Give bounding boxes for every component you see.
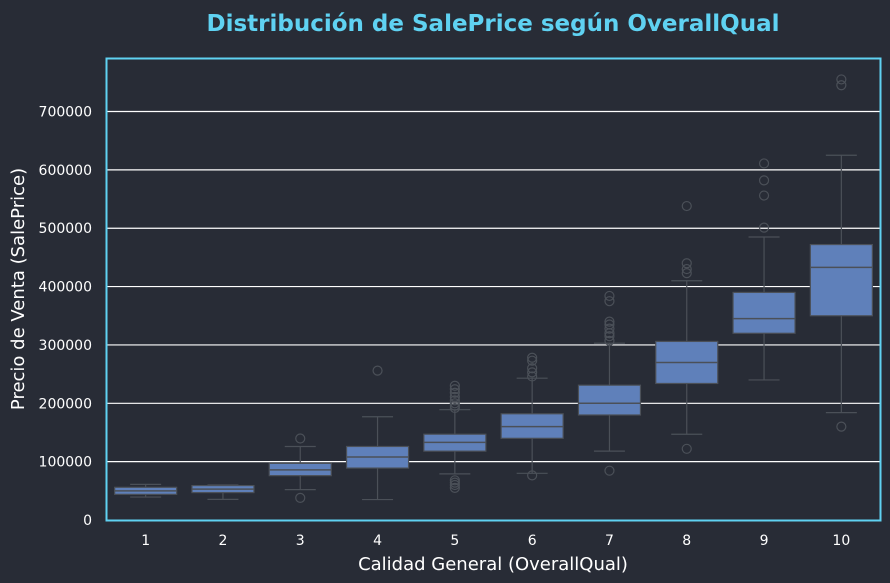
outlier-point (449, 475, 460, 486)
box-group (577, 290, 642, 476)
outlier-point (758, 222, 770, 233)
y-tick-label: 100000 (39, 455, 92, 471)
outlier-point (604, 323, 615, 334)
box-group (655, 200, 719, 454)
outlier-point (604, 290, 615, 302)
outlier-point (681, 200, 692, 212)
outlier-point (527, 371, 538, 382)
x-tick-label: 10 (832, 533, 850, 549)
outlier-point (449, 391, 460, 402)
outlier-point (758, 190, 770, 201)
x-tick-label: 9 (760, 533, 769, 549)
outlier-point (604, 319, 615, 330)
x-tick-label: 4 (373, 533, 382, 549)
box-group (809, 74, 873, 432)
outlier-point (527, 352, 538, 363)
outlier-point (604, 335, 615, 346)
outlier-point (758, 175, 770, 186)
outlier-point (604, 331, 615, 342)
outlier-point (449, 482, 460, 494)
outlier-point (449, 384, 460, 395)
box-series (114, 74, 873, 503)
outlier-point (527, 355, 538, 366)
box-group (423, 380, 487, 494)
box-group (732, 158, 796, 381)
y-tick-label: 700000 (39, 105, 92, 121)
x-axis-label: Calidad General (OverallQual) (358, 554, 628, 575)
outlier-point (836, 80, 847, 91)
outlier-point (372, 365, 383, 376)
chart-title: Distribución de SalePrice según OverallQ… (206, 11, 779, 37)
y-axis-ticks: 0 100000 200000 300000 400000 500000 600000 700… (39, 105, 92, 529)
outlier-point (681, 263, 692, 275)
outlier-point (836, 421, 847, 432)
x-tick-label: 3 (296, 533, 305, 549)
outlier-point (681, 258, 692, 269)
outlier-point (836, 74, 847, 85)
outlier-point (527, 363, 538, 374)
outlier-point (527, 367, 538, 378)
outlier-point (449, 395, 460, 406)
x-axis-ticks: 1 2 3 4 5 6 7 8 9 10 (141, 533, 850, 549)
box-group (191, 484, 255, 501)
y-tick-label: 500000 (39, 221, 92, 237)
outlier-point (527, 470, 538, 481)
box-group (114, 483, 178, 498)
x-tick-label: 5 (450, 533, 459, 549)
y-tick-label: 600000 (39, 163, 92, 179)
box-iqr (732, 291, 796, 334)
y-tick-label: 300000 (39, 338, 92, 354)
box-group (345, 365, 410, 501)
box-iqr (577, 384, 642, 416)
x-tick-label: 6 (528, 533, 537, 549)
outlier-point (449, 380, 460, 391)
box-iqr (809, 243, 873, 317)
x-tick-label: 1 (141, 533, 150, 549)
outlier-point (758, 158, 770, 169)
outlier-point (295, 433, 306, 444)
outlier-point (604, 465, 615, 476)
outlier-point (604, 316, 615, 327)
x-tick-label: 7 (605, 533, 614, 549)
grid-lines (107, 110, 880, 463)
plot-frame (105, 57, 882, 522)
box-group (268, 433, 332, 503)
y-tick-label: 400000 (39, 280, 92, 296)
outlier-point (295, 492, 306, 503)
y-tick-label: 200000 (39, 396, 92, 412)
x-tick-label: 2 (218, 533, 227, 549)
x-tick-label: 8 (682, 533, 691, 549)
outlier-point (681, 268, 692, 279)
outlier-point (604, 296, 615, 307)
outlier-point (449, 398, 460, 409)
y-tick-label: 0 (83, 513, 92, 529)
box-group (500, 352, 564, 481)
outlier-point (449, 387, 460, 398)
outlier-point (681, 443, 692, 454)
y-axis-label: Precio de Venta (SalePrice) (8, 168, 29, 410)
